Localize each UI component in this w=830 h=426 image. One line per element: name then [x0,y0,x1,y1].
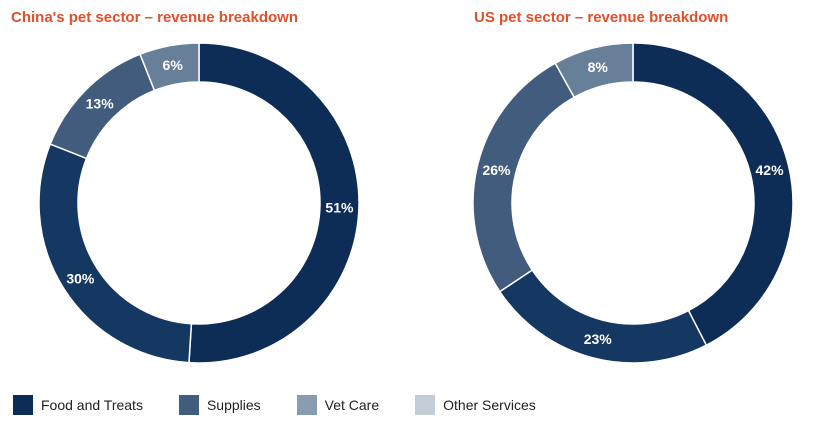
us-value-label-other-services: 8% [588,59,609,75]
legend-item-other-services: Other Services [415,395,536,415]
legend-item-vet-care: Vet Care [296,395,380,415]
legend-item-food-and-treats: Food and Treats [13,395,143,415]
legend: Food and Treats Supplies Vet Care Other … [13,395,572,415]
china-slice-other-services [139,42,200,92]
us-slice-supplies [498,268,708,364]
china-value-label-vet-care: 13% [86,96,115,112]
legend-swatch-other-services [415,395,436,415]
legend-label-vet-care: Vet Care [324,397,380,413]
china-value-label-other-services: 6% [163,57,184,73]
us-value-label-food-and-treats: 42% [756,162,785,178]
us-slice-food-and-treats [632,42,794,347]
legend-label-food-and-treats: Food and Treats [41,397,143,413]
china-value-label-supplies: 30% [66,270,95,286]
us-value-label-supplies: 23% [584,331,613,347]
us-value-label-vet-care: 26% [482,162,511,178]
us-slice-other-services [554,42,634,99]
legend-label-other-services: Other Services [443,397,536,413]
us-chart-title: US pet sector – revenue breakdown [474,9,729,26]
china-slice-food-and-treats [188,42,360,364]
legend-swatch-vet-care [296,395,317,415]
china-value-label-food-and-treats: 51% [325,199,354,215]
china-chart-title: China's pet sector – revenue breakdown [11,9,298,26]
legend-swatch-food-and-treats [13,395,33,415]
legend-item-supplies: Supplies [178,395,261,415]
legend-label-supplies: Supplies [206,397,261,413]
legend-swatch-supplies [178,395,199,415]
